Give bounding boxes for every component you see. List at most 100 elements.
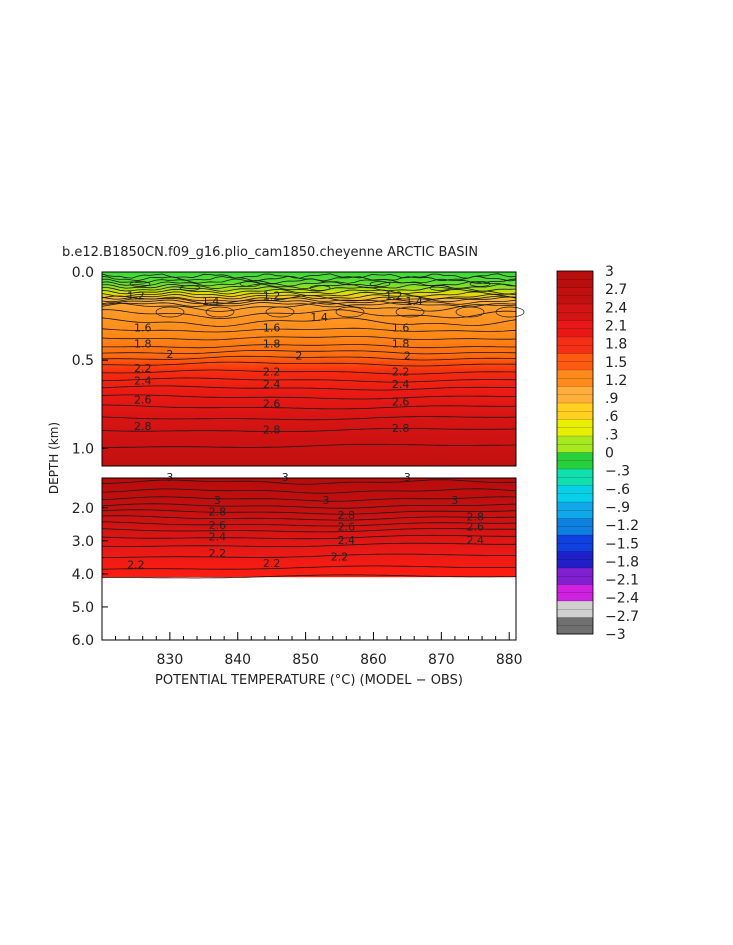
contour-label: 1.8 — [263, 337, 281, 350]
colorbar-swatch — [557, 469, 593, 486]
contour-line — [101, 404, 516, 410]
contour-label: 2 — [166, 348, 173, 361]
contour-label: 2.4 — [467, 534, 485, 547]
contour-label: 2.4 — [392, 378, 410, 391]
lower-contour-labels: 3 3 33 3 32.8 2.8 2.82.6 2.6 2.62.4 2.4 2.42.2 2.22… — [127, 471, 485, 572]
colorbar-swatch — [557, 320, 593, 338]
contour-loop — [455, 306, 485, 318]
lower-panel-frame — [101, 477, 517, 641]
y-tick-label: 3.0 — [72, 534, 94, 550]
colorbar-tick-label: −1.2 — [605, 518, 639, 534]
x-axis: 830 840 850 860 870 880 — [115, 632, 523, 668]
colorbar-swatch — [557, 502, 593, 519]
contour-loop — [395, 306, 425, 318]
contour-label: 2.2 — [331, 550, 349, 563]
colorbar-swatch — [557, 436, 593, 453]
contour-line — [102, 286, 517, 292]
contour-label: 1.6 — [134, 321, 152, 334]
contour-loop — [335, 306, 365, 318]
contour-label: 2.8 — [263, 424, 281, 437]
contour-line — [101, 574, 517, 579]
y-axis-label: DEPTH (km) — [47, 422, 61, 494]
colorbar-tick-label: −.3 — [605, 464, 630, 480]
contour-label: 3 — [451, 494, 458, 507]
colorbar-swatch — [557, 419, 593, 437]
contour-label: 2.4 — [263, 378, 281, 391]
colorbar-tick-label: 1.8 — [605, 337, 627, 353]
contour-label: 2 — [295, 350, 302, 363]
colorbar-swatch — [557, 617, 593, 635]
lower-y-axis: 2.0 3.0 4.0 5.0 6.0 — [72, 501, 108, 649]
contour-label: 3 — [322, 494, 329, 507]
colorbar-swatch — [557, 535, 593, 552]
contour-line — [101, 534, 516, 540]
contour-line — [101, 488, 517, 494]
contour-line — [101, 515, 517, 521]
x-tick-label: 870 — [428, 652, 455, 668]
colorbar-tick-label: 2.4 — [605, 300, 627, 316]
upper-contour-labels: 1.2 1.4 1.21.41.2 1.41.6 1.6 1.61.8 1.8 1.82 2 22… — [127, 290, 423, 437]
contour-label: 1.8 — [392, 337, 410, 350]
colorbar-tick-label: −2.7 — [605, 609, 639, 625]
colorbar-tick-label: −.9 — [605, 500, 630, 516]
colorbar-swatch — [557, 452, 593, 470]
contour-label: 2.6 — [209, 519, 227, 532]
colorbar-swatch — [557, 271, 593, 288]
contour-line — [101, 385, 516, 391]
y-tick-label: 6.0 — [72, 633, 94, 649]
contour-line — [101, 350, 517, 355]
colorbar: 3 2.7 2.4 2.1 1.8 1.5 1.2 .9 .6 .3 0 −.3 −.6 −.9 −1.2 −… — [556, 264, 639, 643]
contour-loop — [309, 285, 331, 291]
contour-line — [101, 295, 517, 305]
colorbar-swatch — [557, 601, 593, 618]
contour-label: 2.4 — [338, 534, 356, 547]
contour-line — [101, 293, 517, 300]
contour-line — [101, 416, 517, 421]
colorbar-tick-label: −3 — [605, 627, 626, 643]
colorbar-tick-label: −.6 — [605, 482, 630, 498]
contour-line — [101, 553, 516, 558]
contour-line — [101, 288, 517, 295]
colorbar-swatch — [557, 370, 593, 387]
y-tick-label: 0.5 — [72, 353, 94, 369]
contour-line — [101, 309, 517, 319]
contour-line — [101, 369, 517, 375]
contour-line — [102, 443, 517, 448]
contour-label: 3 — [214, 494, 221, 507]
colorbar-swatch — [557, 337, 593, 354]
colorbar-tick-label: 3 — [605, 264, 614, 280]
y-tick-label: 5.0 — [72, 600, 94, 616]
contour-label: 2.2 — [392, 366, 410, 379]
contour-loop — [469, 281, 491, 287]
colorbar-swatch — [557, 353, 593, 371]
contour-loop — [495, 306, 525, 318]
colorbar-swatch — [557, 518, 593, 536]
lower-panel: 3 3 33 3 32.8 2.8 2.82.6 2.6 2.62.4 2.4 2.42.2 2.22… — [72, 471, 517, 649]
y-tick-label: 4.0 — [72, 567, 94, 583]
contour-line — [101, 281, 517, 287]
contour-label: 2.6 — [338, 521, 356, 534]
contour-line — [101, 503, 517, 509]
contour-label: 2.4 — [209, 531, 227, 544]
contour-loop — [239, 281, 261, 287]
contour-label: 1.4 — [405, 295, 423, 308]
colorbar-tick-label: −2.4 — [605, 591, 639, 607]
x-tick-label: 880 — [496, 652, 523, 668]
colorbar-swatch — [557, 287, 593, 305]
contour-label: 2.2 — [134, 362, 152, 375]
contour-line — [102, 479, 516, 485]
contour-line — [101, 521, 516, 527]
contour-line — [101, 496, 517, 502]
colorbar-tick-label: −1.8 — [605, 554, 639, 570]
x-tick-label: 830 — [157, 652, 184, 668]
contour-loop — [205, 306, 235, 318]
contour-label: 1.4 — [310, 311, 328, 324]
contour-loop — [179, 285, 201, 291]
x-tick-label: 850 — [292, 652, 319, 668]
colorbar-tick-label: 2.1 — [605, 318, 627, 334]
contour-line — [101, 428, 517, 432]
colorbar-swatch — [557, 386, 593, 404]
colorbar-swatch — [557, 485, 593, 503]
contour-label: 1.8 — [134, 337, 152, 350]
